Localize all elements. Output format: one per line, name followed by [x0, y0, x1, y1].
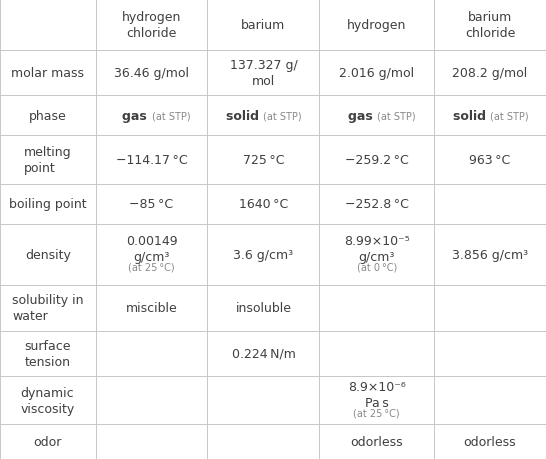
- Text: (at 25 °C): (at 25 °C): [128, 262, 175, 272]
- Bar: [96, 224, 207, 285]
- Text: odorless: odorless: [464, 435, 517, 448]
- Text: odor: odor: [34, 435, 62, 448]
- Text: (at STP): (at STP): [263, 111, 302, 121]
- Text: −114.17 °C: −114.17 °C: [116, 154, 187, 167]
- Bar: [207, 0, 319, 50]
- Text: 36.46 g/mol: 36.46 g/mol: [114, 67, 189, 80]
- Text: −85 °C: −85 °C: [129, 198, 174, 211]
- Text: solubility in
water: solubility in water: [12, 294, 84, 323]
- Bar: [319, 184, 434, 224]
- Text: (at STP): (at STP): [377, 111, 416, 121]
- Bar: [96, 50, 207, 96]
- Bar: [434, 331, 546, 376]
- Bar: [207, 96, 319, 136]
- Text: solid: solid: [226, 110, 263, 123]
- Text: (at STP): (at STP): [151, 111, 190, 121]
- Text: 8.9×10⁻⁶
Pa s: 8.9×10⁻⁶ Pa s: [348, 381, 406, 409]
- Text: gas: gas: [348, 110, 377, 123]
- Text: −252.8 °C: −252.8 °C: [345, 198, 408, 211]
- Text: −259.2 °C: −259.2 °C: [345, 154, 408, 167]
- Text: 3.6 g/cm³: 3.6 g/cm³: [233, 248, 294, 261]
- Bar: [434, 285, 546, 331]
- Bar: [0, 224, 96, 285]
- Text: gas: gas: [122, 110, 151, 123]
- Bar: [319, 285, 434, 331]
- Text: 0.224 N/m: 0.224 N/m: [232, 347, 295, 360]
- Text: 1640 °C: 1640 °C: [239, 198, 288, 211]
- Text: surface
tension: surface tension: [25, 339, 71, 368]
- Bar: [96, 376, 207, 424]
- Bar: [0, 424, 96, 459]
- Bar: [96, 0, 207, 50]
- Text: (at 0 °C): (at 0 °C): [357, 262, 397, 272]
- Bar: [0, 331, 96, 376]
- Bar: [0, 50, 96, 96]
- Bar: [0, 376, 96, 424]
- Bar: [207, 424, 319, 459]
- Text: density: density: [25, 248, 71, 261]
- Text: 0.00149
g/cm³: 0.00149 g/cm³: [126, 235, 177, 264]
- Text: melting
point: melting point: [24, 146, 72, 174]
- Bar: [434, 376, 546, 424]
- Bar: [319, 224, 434, 285]
- Bar: [434, 224, 546, 285]
- Text: barium
chloride: barium chloride: [465, 11, 515, 40]
- Text: 208.2 g/mol: 208.2 g/mol: [453, 67, 527, 80]
- Bar: [96, 136, 207, 184]
- Text: boiling point: boiling point: [9, 198, 87, 211]
- Bar: [0, 96, 96, 136]
- Bar: [434, 96, 546, 136]
- Bar: [434, 424, 546, 459]
- Text: insoluble: insoluble: [235, 302, 292, 315]
- Bar: [319, 50, 434, 96]
- Bar: [96, 96, 207, 136]
- Bar: [434, 136, 546, 184]
- Text: (at 25 °C): (at 25 °C): [353, 408, 400, 417]
- Text: 2.016 g/mol: 2.016 g/mol: [339, 67, 414, 80]
- Text: 725 °C: 725 °C: [242, 154, 284, 167]
- Bar: [207, 136, 319, 184]
- Bar: [319, 376, 434, 424]
- Bar: [207, 224, 319, 285]
- Bar: [319, 424, 434, 459]
- Bar: [319, 0, 434, 50]
- Text: 963 °C: 963 °C: [470, 154, 511, 167]
- Bar: [96, 285, 207, 331]
- Bar: [319, 136, 434, 184]
- Bar: [207, 50, 319, 96]
- Bar: [0, 0, 96, 50]
- Bar: [207, 285, 319, 331]
- Bar: [96, 331, 207, 376]
- Text: 137.327 g/
mol: 137.327 g/ mol: [229, 59, 298, 88]
- Bar: [0, 285, 96, 331]
- Bar: [434, 50, 546, 96]
- Bar: [319, 96, 434, 136]
- Text: solid: solid: [453, 110, 490, 123]
- Bar: [434, 184, 546, 224]
- Text: (at STP): (at STP): [490, 111, 529, 121]
- Bar: [319, 331, 434, 376]
- Text: 3.856 g/cm³: 3.856 g/cm³: [452, 248, 528, 261]
- Bar: [207, 331, 319, 376]
- Text: miscible: miscible: [126, 302, 177, 315]
- Bar: [0, 136, 96, 184]
- Text: phase: phase: [29, 110, 67, 123]
- Text: hydrogen: hydrogen: [347, 19, 406, 32]
- Bar: [207, 376, 319, 424]
- Text: odorless: odorless: [351, 435, 403, 448]
- Bar: [0, 184, 96, 224]
- Bar: [96, 424, 207, 459]
- Text: molar mass: molar mass: [11, 67, 84, 80]
- Bar: [96, 184, 207, 224]
- Bar: [434, 0, 546, 50]
- Bar: [207, 184, 319, 224]
- Text: hydrogen
chloride: hydrogen chloride: [122, 11, 181, 40]
- Text: 8.99×10⁻⁵
g/cm³: 8.99×10⁻⁵ g/cm³: [344, 235, 410, 264]
- Text: barium: barium: [241, 19, 286, 32]
- Text: dynamic
viscosity: dynamic viscosity: [21, 386, 75, 415]
